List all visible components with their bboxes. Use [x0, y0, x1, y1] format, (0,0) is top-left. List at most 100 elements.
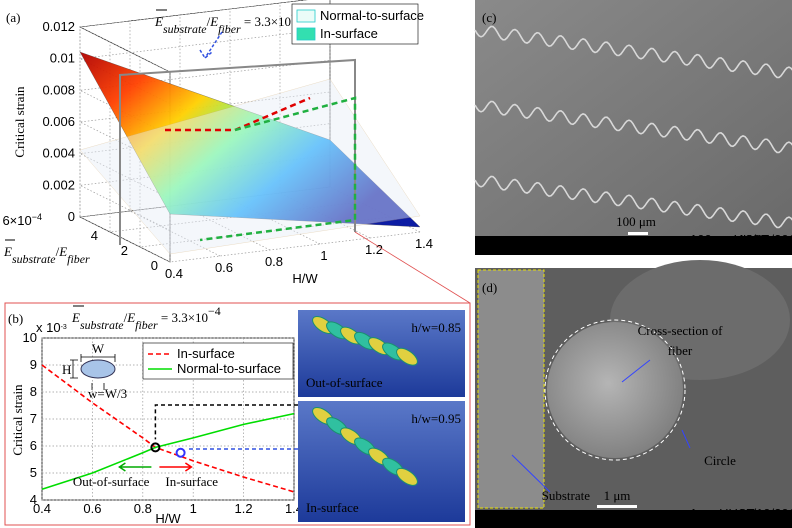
- panel-a-front: 0 0.002 0.004 0.006 0.008 0.01 0.012 0.4 0.6 0.8 1…: [2, 3, 433, 286]
- arrow-label: In-surface: [165, 474, 218, 489]
- image-annotation: Circle: [704, 453, 736, 468]
- info-text: 15.0kV SEI: [570, 514, 635, 528]
- z-axis-label: Critical strain: [12, 86, 27, 158]
- scale-label: 1 μm: [604, 488, 631, 503]
- x-tick-label: 1.2: [365, 242, 383, 257]
- info-text: X 80: [505, 240, 532, 255]
- sketch-label: W: [92, 341, 105, 356]
- zoom-line: [354, 231, 471, 304]
- y-tick-label: 4: [30, 492, 37, 507]
- rich-text: Esubstrate/Efiber: [3, 244, 90, 266]
- image-panels: (c) 100 μm X 80 15.0kV SEI 100μm HUST LM WD 9.…: [474, 10, 792, 528]
- text-part: /: [124, 310, 128, 325]
- image-annotation: fiber: [668, 343, 693, 358]
- pointer: [154, 404, 298, 440]
- tick-text: 2: [121, 243, 128, 258]
- z-tick-label: 0: [68, 209, 75, 224]
- x-tick-label: 1: [320, 248, 327, 263]
- text-part: fiber: [218, 22, 241, 36]
- helix-segment: [396, 467, 418, 486]
- text-part: −4: [208, 304, 221, 318]
- text-part: fiber: [135, 318, 158, 332]
- text-part: E: [58, 244, 67, 259]
- multiplier: x 10: [36, 320, 61, 335]
- y-tick-label: 7: [30, 411, 37, 426]
- text-part: /: [56, 244, 60, 259]
- substrate-region: [477, 269, 545, 509]
- x-tick-label: 0.4: [33, 501, 51, 516]
- sketch-ellipse: [80, 359, 116, 379]
- x-tick-label: 1.2: [235, 501, 253, 516]
- text-part: fiber: [67, 252, 90, 266]
- legend-label: Normal-to-surface: [177, 361, 281, 376]
- slice-dash-green: [199, 96, 357, 242]
- scale-bar: [597, 505, 637, 508]
- text-part: substrate: [12, 252, 56, 266]
- legend-label: In-surface: [320, 26, 378, 41]
- tick-text: 6: [2, 213, 9, 228]
- panel-label: (d): [482, 280, 497, 295]
- info-text: 15:31:36: [738, 240, 789, 255]
- surfaces: [79, 51, 421, 255]
- in-surface-surface: [79, 51, 421, 228]
- text-part: = 3.3×10: [241, 14, 291, 29]
- annotation-arrow: [199, 31, 223, 60]
- x-tick-label: 0.6: [215, 260, 233, 275]
- text-part: E: [154, 14, 163, 29]
- wavy-fiber: [474, 25, 792, 79]
- y-axis-label: Critical strain: [10, 384, 25, 456]
- scale-label: 100 μm: [616, 214, 656, 229]
- x-tick-label: 0.4: [165, 266, 183, 281]
- tick-text: 4: [91, 228, 98, 243]
- inset-caption: Out-of-surface: [306, 375, 383, 390]
- inset-label: h/w=0.85: [411, 320, 461, 335]
- y-tick-label: 9: [30, 357, 37, 372]
- sketch-label: w=W/3: [88, 386, 127, 401]
- arrow-label: Out-of-surface: [73, 474, 150, 489]
- z-tick-label: 0.006: [42, 114, 75, 129]
- legend-label: In-surface: [177, 346, 235, 361]
- info-text: LM: [640, 240, 658, 255]
- text-part: E: [209, 14, 218, 29]
- info-text: 15.0kV SEI: [570, 240, 635, 255]
- text-part: E: [126, 310, 135, 325]
- image-annotation: Substrate: [542, 488, 591, 503]
- info-bar-c: [475, 236, 792, 255]
- x-axis-label: H/W: [155, 511, 181, 526]
- x-tick-label: 0.8: [134, 501, 152, 516]
- text-part: = 3.3×10: [158, 310, 208, 325]
- inset-caption: In-surface: [306, 500, 359, 515]
- multiplier: ×10: [10, 213, 32, 228]
- panel-b-frame: [4, 302, 471, 526]
- legend-swatch: [296, 27, 316, 41]
- z-tick-label: 0.004: [42, 146, 75, 161]
- sketch-dims: [70, 354, 116, 390]
- info-text: X 20,000: [505, 514, 557, 528]
- x-tick-label: 1.4: [415, 236, 433, 251]
- panel-label: (c): [482, 10, 496, 25]
- info-text: 1μm HUST: [690, 506, 755, 521]
- inset-label: h/w=0.95: [411, 411, 461, 426]
- tick-text: 0: [151, 258, 158, 273]
- series-line: [41, 412, 295, 490]
- y-tick-label: 2: [121, 243, 128, 258]
- info-text: SEM: [640, 514, 668, 528]
- text-part: substrate: [163, 22, 207, 36]
- x-tick-label: 1: [190, 501, 197, 516]
- z-tick-label: 0.01: [50, 51, 75, 66]
- text-part: E: [3, 244, 12, 259]
- circle-outline: [544, 319, 686, 461]
- rich-text: Esubstrate/Efiber = 3.3×10−4: [71, 304, 221, 332]
- normal-surface: [79, 78, 421, 255]
- text-part: /: [207, 14, 211, 29]
- arrow-right: [159, 462, 193, 472]
- scale-bar: [628, 232, 648, 235]
- info-text: WD 10.1mm: [690, 514, 762, 528]
- helix-segment: [396, 347, 418, 366]
- y-tick-label: 4: [91, 228, 98, 243]
- multiplier-exp: −4: [32, 212, 42, 222]
- wavy-fiber: [474, 175, 792, 229]
- y-tick-label: 5: [30, 465, 37, 480]
- z-tick-label: 0.002: [42, 177, 75, 192]
